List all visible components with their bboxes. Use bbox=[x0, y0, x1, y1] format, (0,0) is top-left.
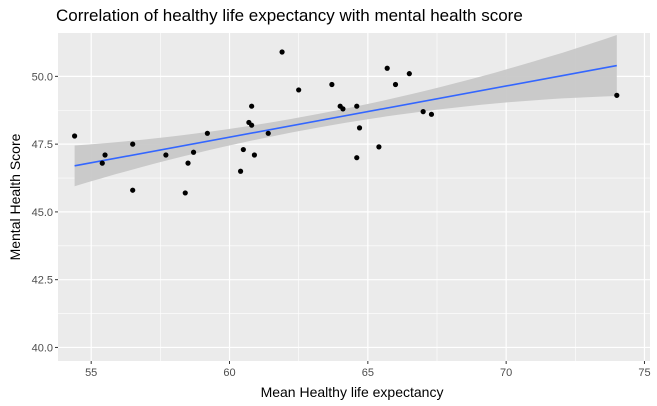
data-point bbox=[182, 190, 188, 196]
data-point bbox=[251, 152, 258, 158]
data-point bbox=[340, 106, 346, 112]
y-tick-label: 42.5 bbox=[32, 275, 53, 287]
x-tick-label: 65 bbox=[362, 367, 374, 379]
data-point bbox=[237, 168, 244, 174]
y-tick-label: 47.5 bbox=[32, 139, 53, 151]
y-axis: 40.0 42.5 45.0 47.5 50.0 bbox=[32, 71, 58, 354]
x-axis-label: Mean Healthy life expectancy bbox=[261, 384, 444, 400]
data-point bbox=[130, 141, 136, 147]
data-point bbox=[428, 111, 435, 117]
x-tick-label: 60 bbox=[223, 367, 235, 379]
data-point bbox=[190, 149, 197, 155]
data-point bbox=[354, 103, 360, 109]
y-tick-label: 45.0 bbox=[32, 207, 53, 219]
y-tick-label: 50.0 bbox=[32, 71, 53, 83]
data-point bbox=[249, 122, 255, 128]
data-points bbox=[71, 49, 620, 196]
y-axis-label: Mental Health Score bbox=[7, 133, 23, 260]
data-point bbox=[99, 160, 105, 166]
chart-title: Correlation of healthy life expectancy w… bbox=[56, 6, 523, 25]
data-point bbox=[185, 160, 191, 166]
data-point bbox=[406, 71, 412, 77]
confidence-ribbon bbox=[74, 35, 617, 187]
data-point bbox=[265, 130, 271, 136]
data-point bbox=[384, 65, 390, 71]
data-point bbox=[392, 81, 399, 88]
data-point bbox=[356, 125, 363, 131]
data-point bbox=[71, 133, 78, 139]
data-point bbox=[130, 187, 136, 193]
data-point bbox=[329, 81, 335, 88]
data-point bbox=[376, 144, 382, 150]
data-point bbox=[240, 146, 246, 153]
data-point bbox=[163, 152, 169, 158]
trend-line bbox=[74, 64, 617, 167]
data-point bbox=[102, 152, 108, 158]
data-point bbox=[354, 155, 360, 161]
x-axis: 55 60 65 70 75 bbox=[85, 361, 651, 379]
x-tick-label: 75 bbox=[638, 367, 650, 379]
x-tick-label: 70 bbox=[500, 367, 512, 379]
data-point bbox=[249, 103, 255, 109]
data-point bbox=[614, 92, 620, 98]
y-tick-label: 40.0 bbox=[32, 342, 53, 354]
data-point bbox=[296, 87, 302, 93]
data-point bbox=[204, 130, 210, 136]
x-tick-label: 55 bbox=[85, 367, 97, 379]
data-point bbox=[279, 49, 285, 55]
grid-minor bbox=[58, 33, 650, 361]
grid-major bbox=[58, 33, 650, 361]
data-point bbox=[420, 109, 426, 115]
